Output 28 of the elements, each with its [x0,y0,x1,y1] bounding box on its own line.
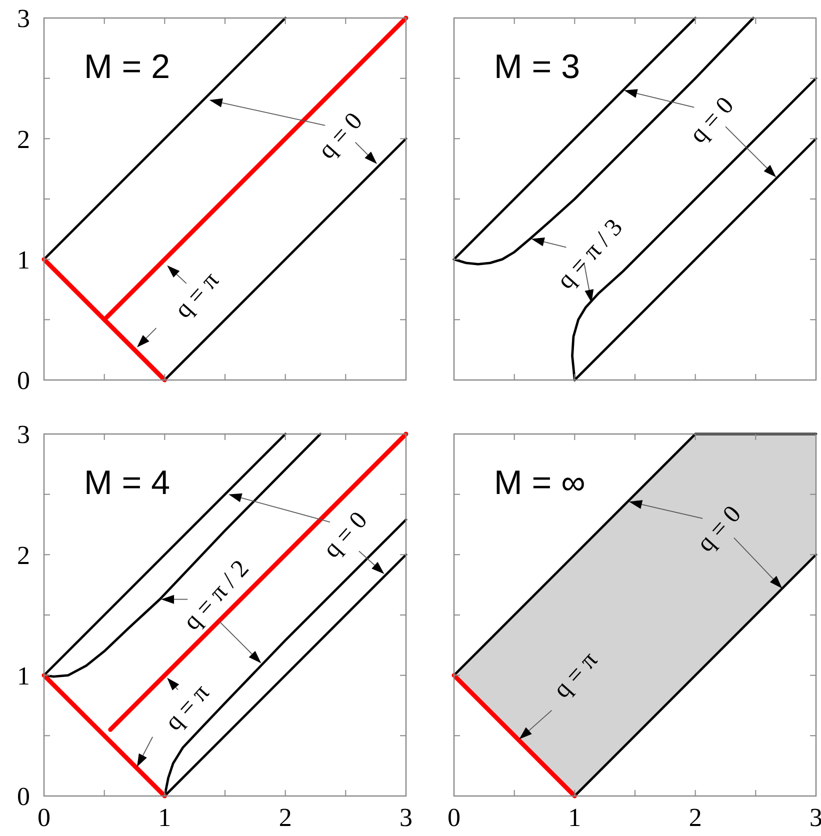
text: M = 2 [84,48,170,86]
x-tick-label: 1 [158,803,172,832]
annotation: q = π [548,646,604,704]
x-tick-label: 2 [688,803,702,832]
y-tick-label: 2 [17,540,30,570]
text: M = ∞ [494,464,586,502]
annotation: q = π / 2 [178,555,254,636]
y-tick-label: 3 [17,4,30,34]
text: M = 4 [84,464,170,502]
y-tick-label: 1 [17,661,30,690]
y-tick-label: 2 [17,124,30,154]
annotation: q = π / 3 [552,214,628,294]
annotation: q = π [160,679,215,736]
annotation: q = 0 [684,92,740,148]
x-tick-label: 0 [448,803,460,832]
y-tick-label: 0 [17,366,30,396]
annotation: q = 0 [692,500,746,558]
text: M = 3 [494,48,580,86]
y-tick-label: 0 [17,782,30,812]
y-tick-label: 3 [17,420,30,450]
x-tick-label: 3 [400,803,412,832]
annotation: q = 0 [318,506,373,564]
x-tick-label: 2 [278,803,292,832]
y-tick-label: 1 [17,245,30,274]
annotation: q = 0 [313,108,368,164]
annotation: q = π [170,266,225,324]
x-tick-label: 0 [38,803,50,832]
x-tick-label: 1 [568,803,582,832]
